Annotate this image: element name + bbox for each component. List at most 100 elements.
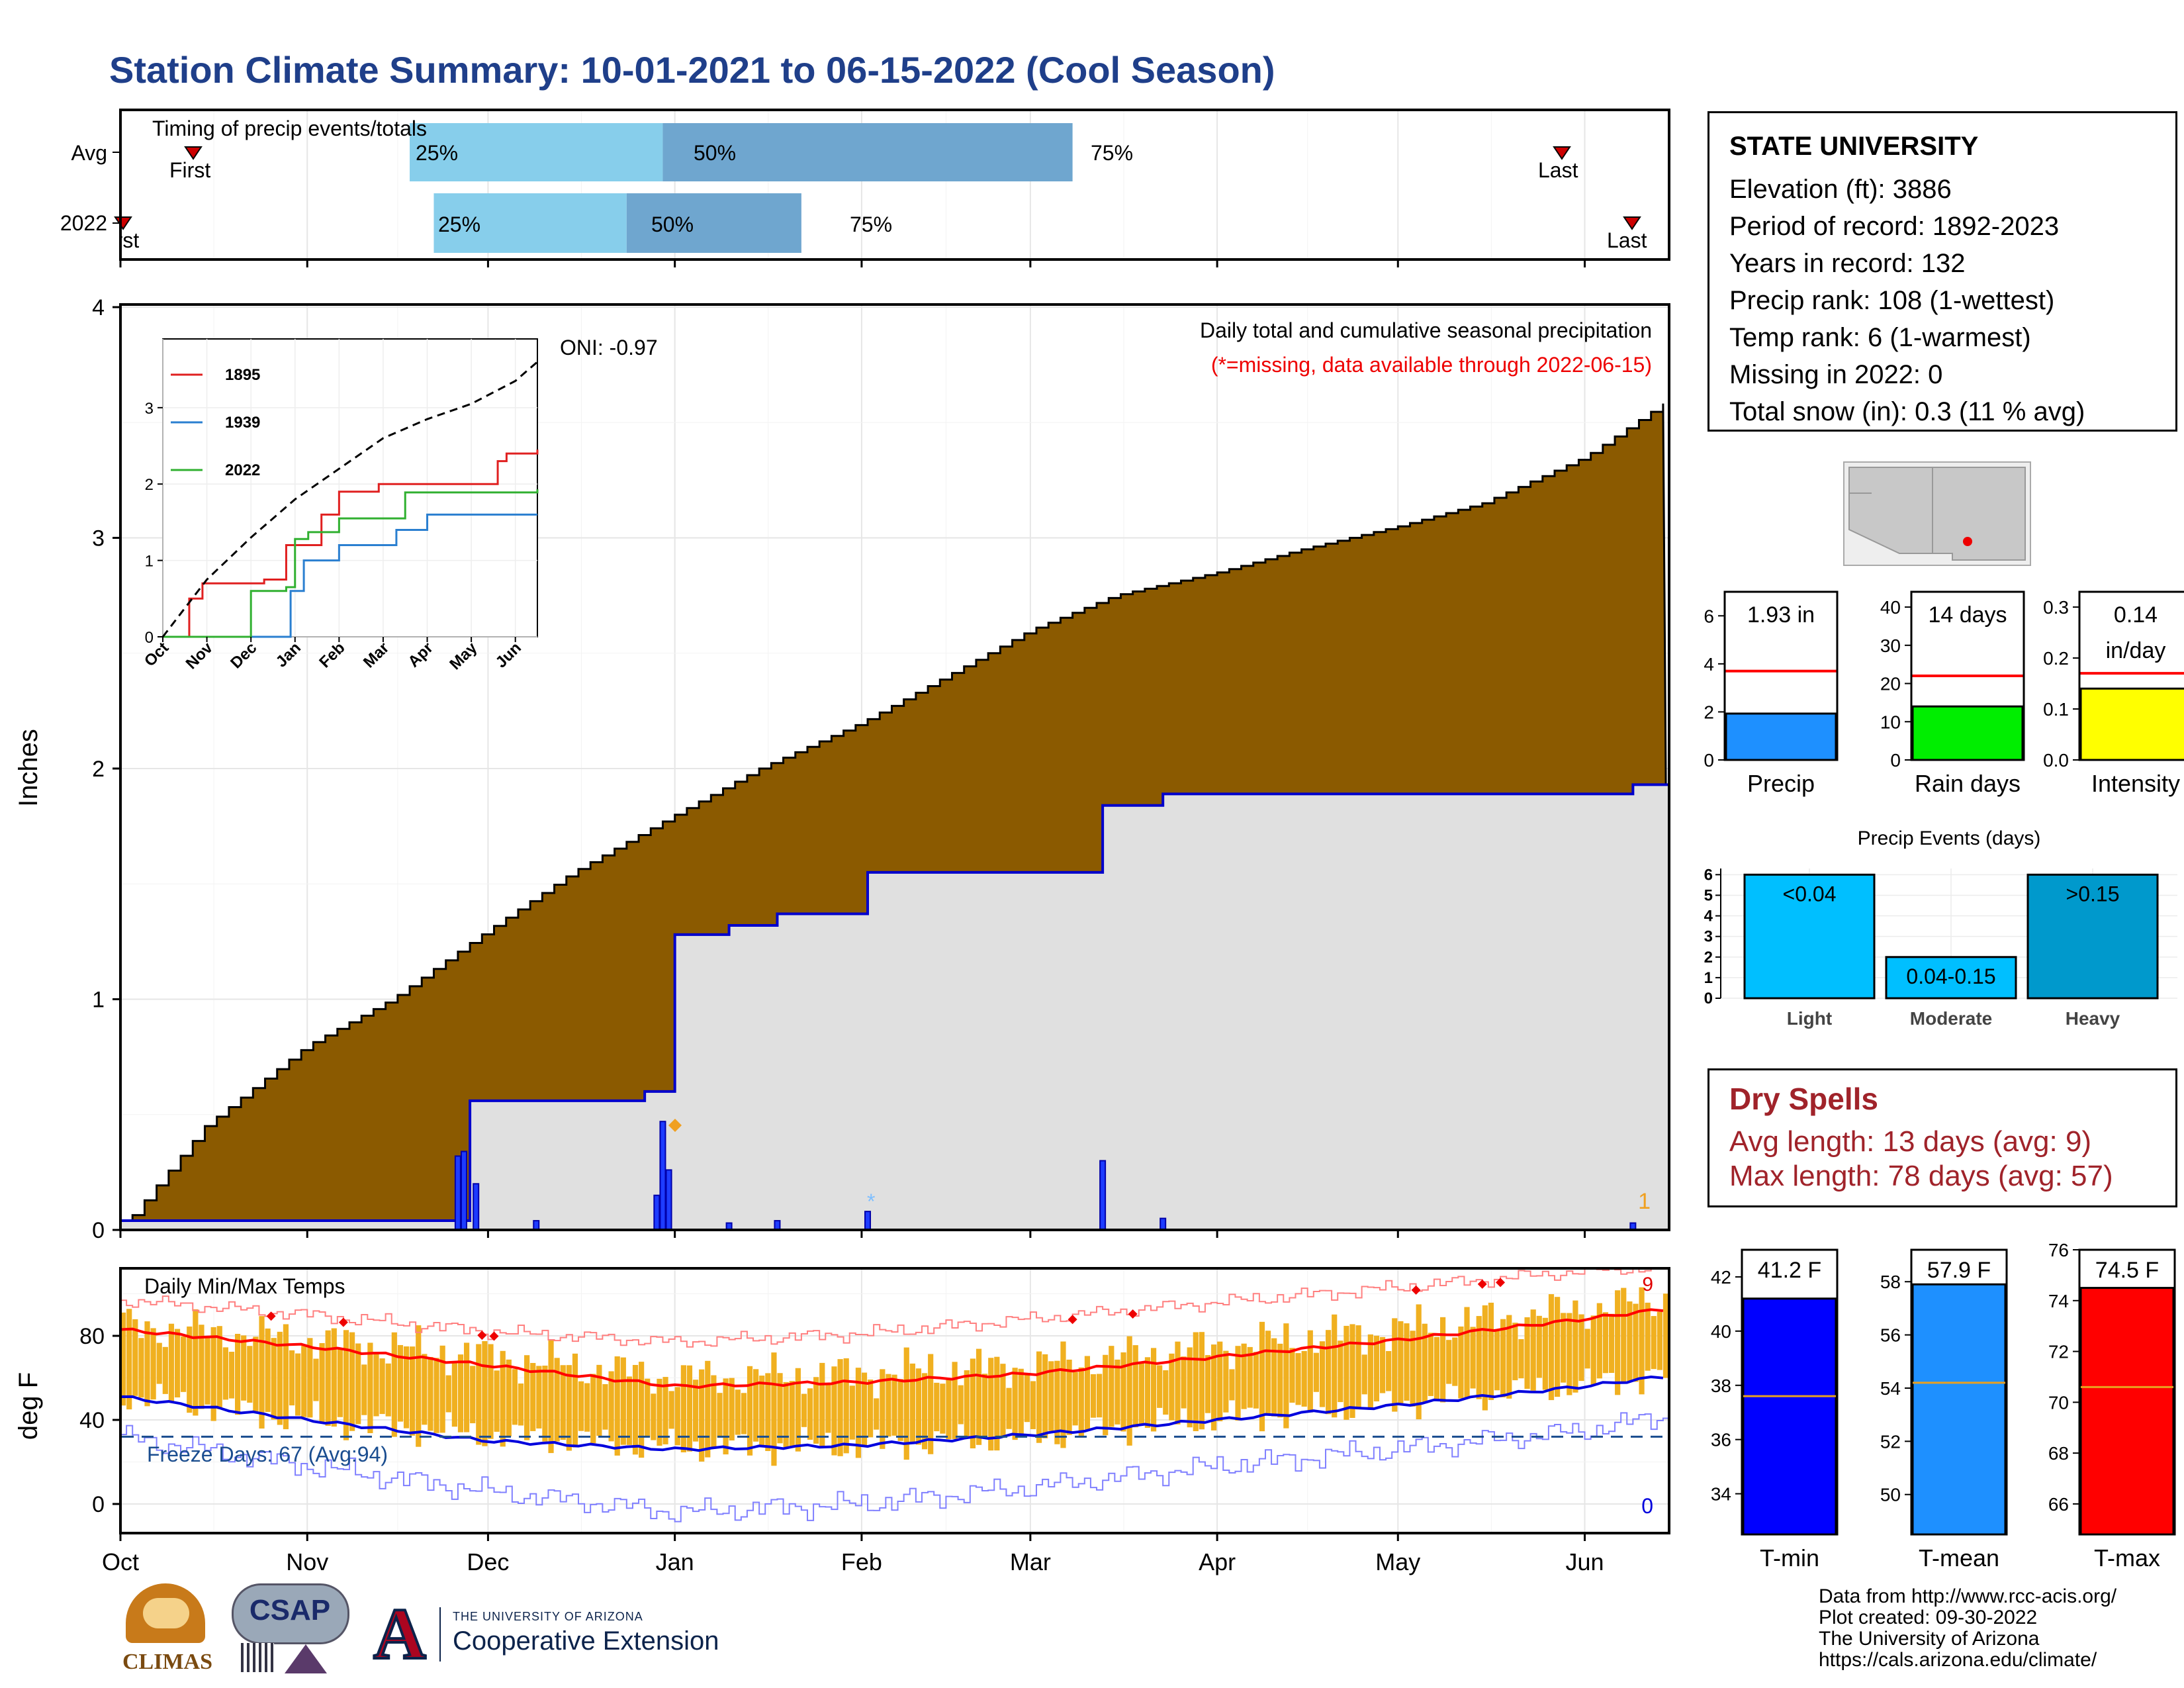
temp-daily-bar (416, 1325, 422, 1447)
temp-daily-bar (1109, 1346, 1115, 1427)
small-bar-tick: 40 (1880, 597, 1901, 618)
temp-daily-bar (313, 1358, 319, 1401)
precip-y-tick: 0 (92, 1218, 105, 1243)
temp-daily-bar (1410, 1331, 1416, 1407)
timing-row-2022: 2022 (60, 211, 107, 235)
small-bar-value-label: 0.14 (2114, 602, 2158, 628)
temp-daily-bar (451, 1363, 457, 1427)
temp-daily-bar (1608, 1313, 1615, 1374)
temp-daily-bar (277, 1331, 283, 1425)
record-high-marker (338, 1317, 348, 1327)
temp-daily-bar (1633, 1303, 1639, 1382)
temp-daily-bar (138, 1338, 144, 1398)
timing-2022-last-marker (1623, 216, 1641, 230)
timing-avg-50-label: 50% (694, 141, 736, 165)
precip-y-tick: 2 (92, 757, 105, 782)
temp-daily-bar (1458, 1326, 1464, 1399)
small-bar-tick: 0 (1890, 750, 1901, 771)
temp-daily-bar (307, 1338, 313, 1418)
temp-bar-tick: 66 (2048, 1494, 2069, 1515)
events-bar-label: Heavy (2066, 1008, 2120, 1029)
precip-y-tick: 3 (92, 526, 105, 551)
temp-daily-bar (903, 1347, 909, 1460)
temp-daily-bar (1561, 1313, 1567, 1383)
temp-daily-bar (1024, 1374, 1030, 1423)
temp-daily-bar (373, 1352, 379, 1417)
temp-daily-bar (1349, 1324, 1355, 1419)
small-bar-value-label-2: in/day (2106, 638, 2166, 663)
events-tick: 4 (1704, 908, 1713, 925)
temp-bar-frame (2078, 1248, 2176, 1536)
temp-daily-bar (457, 1354, 464, 1432)
temp-daily-bar (433, 1358, 439, 1433)
season-cumulative-area (122, 783, 1668, 1229)
temp-daily-bar (1066, 1359, 1072, 1435)
temp-daily-bar (1289, 1348, 1295, 1403)
temp-daily-bar (843, 1358, 849, 1454)
small-bar-tick: 4 (1704, 654, 1714, 675)
temp-daily-bar (470, 1366, 476, 1424)
temp-daily-bar (807, 1388, 813, 1440)
precip-y-tick: 1 (92, 988, 105, 1013)
temp-daily-bar (946, 1380, 952, 1440)
temp-daily-bar (289, 1350, 295, 1406)
temp-daily-bar (1072, 1372, 1078, 1426)
temp-bar-tick: 74 (2048, 1291, 2069, 1311)
dry-spells-title: Dry Spells (1729, 1082, 1878, 1116)
daily-precip-bar (460, 1150, 467, 1229)
temp-daily-bar (825, 1384, 831, 1433)
temp-daily-bar (476, 1344, 482, 1445)
timing-title: Timing of precip events/totals (152, 117, 427, 140)
temp-daily-bar (193, 1309, 199, 1416)
small-bar-value-label: 1.93 in (1747, 602, 1815, 628)
events-bar-value-label: >0.15 (2066, 882, 2120, 906)
temp-daily-bar (1319, 1341, 1326, 1407)
small-bar-label: Rain days (1915, 770, 2021, 797)
temp-daily-bar (391, 1332, 397, 1437)
inset-legend-1895: 1895 (225, 366, 260, 384)
temp-daily-bar (1036, 1351, 1042, 1443)
record-high-marker (1411, 1285, 1421, 1295)
temp-daily-bar (265, 1328, 271, 1412)
small-bar-tick: 0.2 (2043, 648, 2069, 669)
temp-daily-bar (711, 1375, 717, 1449)
precip-y-tick: 4 (92, 295, 105, 320)
temp-daily-bars (122, 1287, 1668, 1466)
timing-2022-25-label: 25% (438, 212, 480, 236)
inset-line-1939 (163, 513, 537, 638)
small-bar-charts: 0 2 4 6 1.93 in Precip 0 10 20 30 40 14 days Rain da… (1704, 590, 2184, 797)
small-bar-tick: 0.1 (2043, 699, 2069, 720)
daily-precip-bar (1629, 1222, 1637, 1229)
temp-daily-bar (1651, 1316, 1657, 1370)
temp-daily-bar (861, 1372, 868, 1447)
temp-daily-bar (789, 1381, 795, 1448)
temp-daily-bar (741, 1393, 747, 1434)
temp-bar-tick: 54 (1880, 1378, 1901, 1399)
precip-annotation-missing: (*=missing, data available through 2022-… (1211, 353, 1652, 377)
temp-daily-bar (536, 1366, 542, 1429)
temp-bar-value-label: 74.5 F (2095, 1258, 2159, 1283)
timing-2022-25-50 (433, 193, 627, 253)
temp-daily-bar (1326, 1330, 1332, 1415)
temp-daily-bar (210, 1327, 216, 1421)
temp-daily-bar (494, 1370, 500, 1432)
temp-daily-bar (1621, 1288, 1627, 1384)
daily-precip-bar (725, 1222, 733, 1229)
station-info-box: STATE UNIVERSITY Elevation (ft): 3886 Pe… (1707, 111, 2177, 432)
temp-daily-bar (216, 1326, 222, 1409)
temp-daily-bar (1054, 1360, 1060, 1444)
climas-logo: CLIMAS (111, 1583, 217, 1676)
temp-daily-bar (765, 1373, 771, 1452)
temp-daily-bar (1132, 1345, 1138, 1428)
temp-daily-bar (343, 1330, 349, 1440)
temp-daily-bar (777, 1373, 783, 1444)
small-bar-chart-intensity: 0.0 0.1 0.2 0.3 0.14 in/day Intensity (2043, 590, 2184, 797)
temp-daily-bar (620, 1357, 626, 1445)
temp-daily-bar (928, 1354, 934, 1454)
temp-daily-bar (156, 1342, 162, 1384)
month-label-apr: Apr (1199, 1548, 1236, 1575)
daily-max-marker (668, 1119, 682, 1132)
temp-daily-bar (295, 1353, 301, 1416)
credit-data-source: Data from http://www.rcc-acis.org/ (1819, 1585, 2117, 1607)
temp-daily-bar (813, 1377, 819, 1444)
